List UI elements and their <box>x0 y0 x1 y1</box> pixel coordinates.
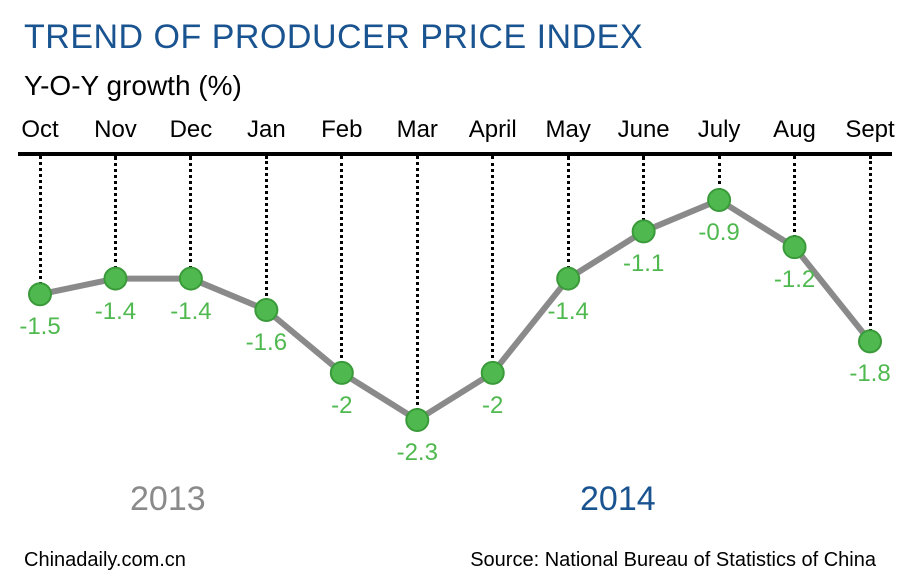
data-point <box>255 299 277 321</box>
footer-source-right: Source: National Bureau of Statistics of… <box>470 549 876 572</box>
trend-line <box>40 200 870 420</box>
data-point <box>331 362 353 384</box>
data-point <box>633 220 655 242</box>
value-label: -1.4 <box>95 298 136 326</box>
value-label: -1.2 <box>774 266 815 294</box>
value-label: -1.4 <box>547 298 588 326</box>
value-label: -0.9 <box>698 219 739 247</box>
year-label: 2014 <box>580 480 656 519</box>
value-label: -1.4 <box>170 298 211 326</box>
data-point <box>784 236 806 258</box>
value-label: -2 <box>482 392 503 420</box>
data-point <box>482 362 504 384</box>
data-point <box>180 268 202 290</box>
data-point <box>29 283 51 305</box>
value-label: -1.8 <box>849 360 890 388</box>
value-label: -2.3 <box>397 439 438 467</box>
data-point <box>557 268 579 290</box>
year-label: 2013 <box>130 480 206 519</box>
value-label: -1.6 <box>246 329 287 357</box>
footer-source-left: Chinadaily.com.cn <box>24 549 186 572</box>
data-point <box>708 189 730 211</box>
data-point <box>406 409 428 431</box>
data-point <box>859 330 881 352</box>
value-label: -1.5 <box>19 313 60 341</box>
value-label: -1.1 <box>623 250 664 278</box>
data-point <box>104 268 126 290</box>
value-label: -2 <box>331 392 352 420</box>
